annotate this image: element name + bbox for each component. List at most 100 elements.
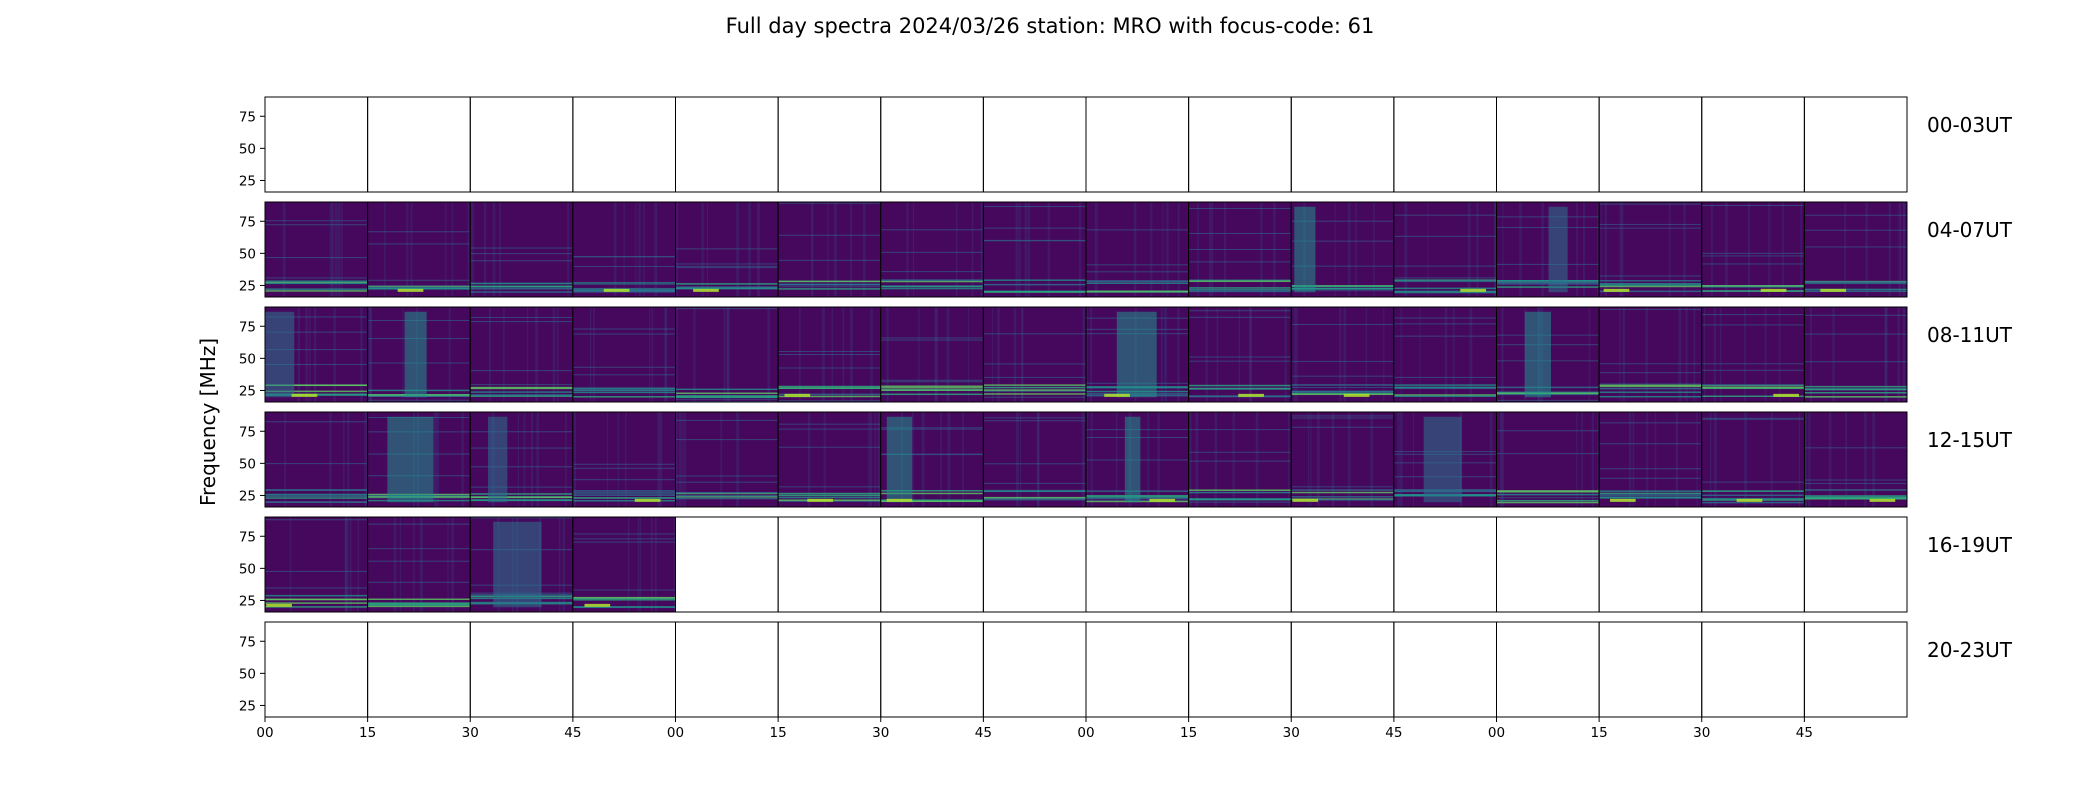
x-tick-label: 15 [1180, 725, 1197, 741]
spectrogram-panel [1393, 201, 1498, 298]
x-tick-label: 00 [1488, 725, 1505, 741]
spectrogram-panel [367, 201, 471, 298]
empty-panel [675, 621, 779, 718]
spectrogram-panel [675, 411, 779, 508]
spectra-row: 25 50 75 16-19UT [239, 516, 2013, 613]
panel-border [1701, 516, 1805, 613]
spectrogram-panel [469, 411, 574, 508]
empty-panel [1803, 516, 1908, 613]
spectrogram-panel [880, 411, 984, 508]
spectrogram-panel [264, 201, 369, 298]
y-tick-label: 25 [239, 593, 256, 609]
x-tick-label: 45 [564, 725, 581, 741]
panel-border [1085, 621, 1190, 718]
empty-panel [777, 96, 882, 193]
y-tick-label: 50 [239, 246, 256, 262]
spectrogram-panel [1085, 201, 1190, 298]
empty-panel [1188, 621, 1292, 718]
spectrogram-panel [1701, 201, 1805, 298]
empty-panel [572, 621, 676, 718]
spectrogram-panel [1496, 201, 1600, 298]
x-tick-label: 00 [1077, 725, 1094, 741]
empty-panel [1496, 96, 1600, 193]
spectrogram-panel [1598, 306, 1703, 403]
panel-border [264, 96, 369, 193]
spectra-row: 25 50 75 20-23UT [239, 621, 2013, 718]
panel-border [1803, 201, 1908, 298]
panel-border [777, 516, 882, 613]
empty-panel [1290, 96, 1395, 193]
spectrogram-panel [1085, 411, 1190, 508]
x-tick-label: 45 [975, 725, 992, 741]
y-tick-label: 50 [239, 561, 256, 577]
y-tick-label: 75 [239, 634, 256, 650]
x-tick-label: 30 [462, 725, 479, 741]
x-tick-label: 00 [256, 725, 273, 741]
empty-panel [367, 96, 471, 193]
empty-panel [1085, 516, 1190, 613]
y-tick-label: 25 [239, 383, 256, 399]
panel-border [572, 621, 676, 718]
panel-border [982, 96, 1087, 193]
empty-panel [572, 96, 676, 193]
spectra-row: 25 50 75 08-11UT [239, 306, 2013, 403]
panel-border [1496, 621, 1600, 718]
spectrogram-panel [1803, 201, 1908, 298]
empty-panel [264, 96, 369, 193]
empty-panel [1598, 516, 1703, 613]
spectrogram-panel [1188, 411, 1292, 508]
spectrogram-panel [1290, 306, 1395, 403]
panel-border [1803, 516, 1908, 613]
empty-panel [982, 621, 1087, 718]
panel-border [367, 621, 471, 718]
empty-panel [777, 516, 882, 613]
row-time-label: 16-19UT [1927, 533, 2013, 557]
spectrogram-panel [367, 306, 471, 403]
panel-border [777, 621, 882, 718]
spectra-row: 25 50 75 00-03UT [239, 96, 2013, 193]
row-time-label: 04-07UT [1927, 218, 2013, 242]
spectrogram-panel [675, 306, 779, 403]
spectrogram-panel [1701, 306, 1805, 403]
panel-border [1290, 516, 1395, 613]
panel-border [1393, 516, 1497, 613]
panel-border [1598, 621, 1703, 718]
row-time-label: 08-11UT [1927, 323, 2013, 347]
x-tick-label: 45 [1385, 725, 1402, 741]
panel-border [1598, 516, 1703, 613]
y-tick-label: 50 [239, 666, 256, 682]
spectrogram-panel [469, 516, 574, 613]
empty-panel [1803, 96, 1908, 193]
panel-border [1188, 621, 1292, 718]
spectrogram-panel [1803, 306, 1908, 403]
panel-border [1701, 621, 1805, 718]
empty-panel [1598, 621, 1703, 718]
spectrogram-panel [264, 516, 369, 613]
spectrogram-panel [880, 201, 984, 298]
y-tick-label: 50 [239, 456, 256, 472]
panel-border [469, 96, 574, 193]
empty-panel [1393, 96, 1497, 193]
row-time-label: 00-03UT [1927, 113, 2013, 137]
panel-border [1393, 621, 1497, 718]
empty-panel [675, 96, 779, 193]
spectrogram-panel [675, 201, 779, 298]
y-tick-label: 75 [239, 424, 256, 440]
y-tick-label: 75 [239, 109, 256, 125]
empty-panel [880, 621, 984, 718]
empty-panel [1701, 96, 1805, 193]
panel-border [1701, 96, 1805, 193]
empty-panel [1085, 96, 1190, 193]
panel-border [1803, 411, 1908, 508]
empty-panel [1290, 516, 1395, 613]
empty-panel [1496, 516, 1600, 613]
spectrogram-panel [1085, 306, 1190, 403]
spectrogram-panel [982, 306, 1087, 403]
empty-panel [1701, 621, 1805, 718]
spectrogram-panel [777, 306, 882, 403]
panel-border [982, 621, 1087, 718]
x-tick-label: 30 [1283, 725, 1300, 741]
empty-panel [1393, 621, 1497, 718]
y-tick-label: 75 [239, 529, 256, 545]
